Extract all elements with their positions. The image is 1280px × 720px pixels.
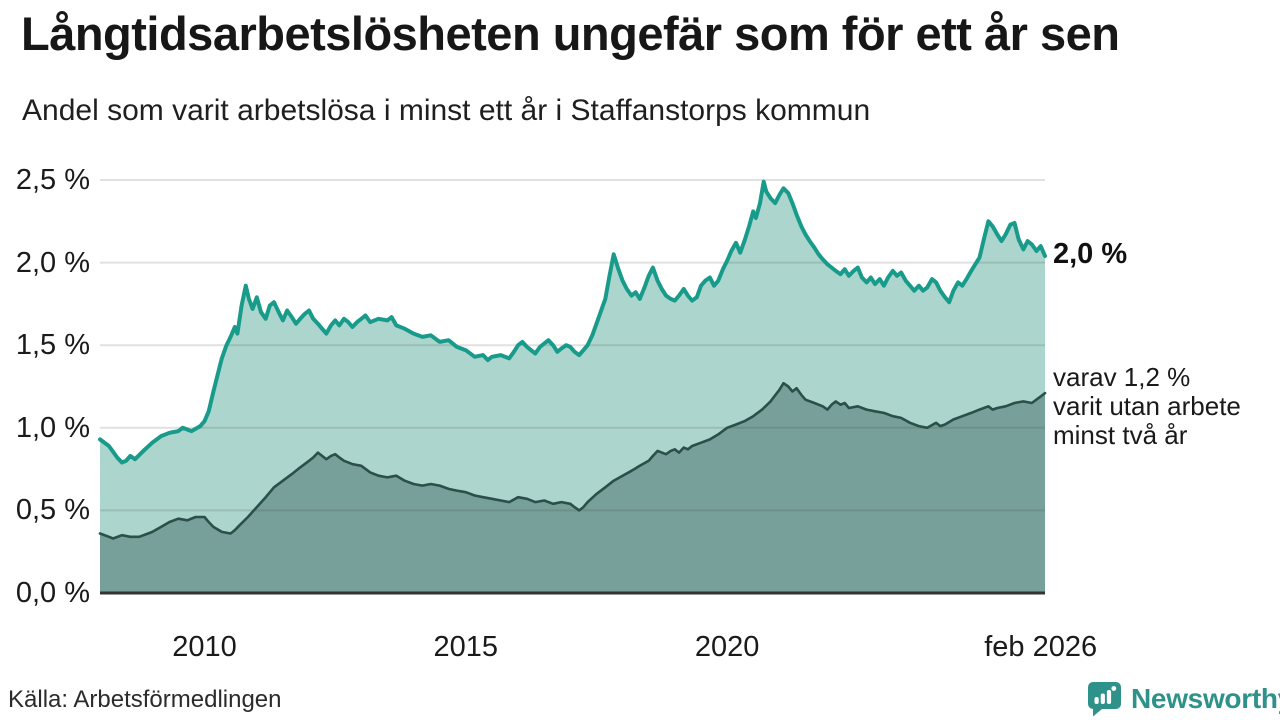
x-tick-label: feb 2026 bbox=[984, 631, 1098, 663]
y-tick-label: 1,5 % bbox=[15, 329, 90, 362]
y-tick-label: 2,5 % bbox=[15, 164, 90, 196]
newsworthy-bubble-chart-icon bbox=[1086, 681, 1123, 717]
newsworthy-logo[interactable]: Newsworthy bbox=[1086, 681, 1280, 717]
newsworthy-wordmark: Newsworthy bbox=[1131, 683, 1280, 714]
chart-subtitle: Andel som varit arbetslösa i minst ett å… bbox=[22, 94, 871, 127]
series-line bbox=[98, 179, 1047, 465]
x-tick-label: 2010 bbox=[172, 631, 237, 663]
source-credit: Källa: Arbetsförmedlingen bbox=[8, 686, 282, 713]
x-tick-label: 2020 bbox=[694, 631, 760, 663]
x-tick-label: 2015 bbox=[433, 631, 499, 663]
series-line bbox=[98, 381, 1047, 540]
y-tick-label: 0,5 % bbox=[15, 494, 90, 527]
page-title: Långtidsarbetslösheten ungefär som för e… bbox=[21, 7, 1120, 60]
y-tick-label: 0,0 % bbox=[15, 577, 90, 609]
y-tick-label: 1,0 % bbox=[15, 411, 90, 444]
series-area bbox=[100, 383, 1045, 593]
latest-value-label: 2,0 % bbox=[1053, 238, 1128, 270]
subseries-annotation: varav 1,2 % varit utan arbete minst två … bbox=[1053, 362, 1241, 450]
y-tick-label: 2,0 % bbox=[15, 246, 90, 279]
